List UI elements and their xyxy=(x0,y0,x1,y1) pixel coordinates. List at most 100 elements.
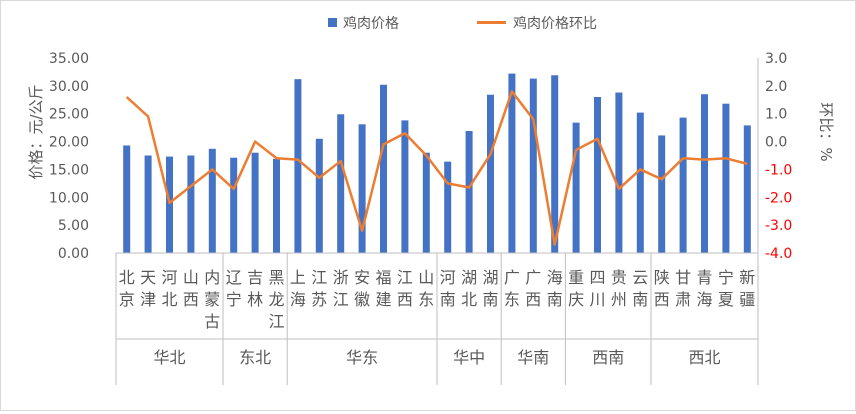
x-tick-label-7: 吉 xyxy=(247,268,263,287)
y-right-tick-label: -4.0 xyxy=(765,246,792,262)
x-tick-label-1: 北 xyxy=(119,268,135,287)
bar-26 xyxy=(658,135,665,253)
x-tick-label-17: 湖 xyxy=(461,268,477,287)
region-label-3: 华东 xyxy=(346,348,378,367)
y-right-tick-label: 1.0 xyxy=(765,107,787,123)
bar-6 xyxy=(230,158,237,253)
y-left-tick-label: 35.00 xyxy=(49,51,89,67)
x-tick-label-15: 山 xyxy=(418,268,434,287)
x-tick-label-7: 林 xyxy=(247,290,263,309)
y-left-tick-label: 15.00 xyxy=(49,162,89,178)
bar-18 xyxy=(487,95,494,253)
bar-22 xyxy=(573,123,580,253)
bar-24 xyxy=(615,93,622,253)
bar-13 xyxy=(380,85,387,253)
x-tick-label-23: 四 xyxy=(589,268,605,287)
x-tick-label-4: 西 xyxy=(183,290,199,309)
region-label-2: 东北 xyxy=(239,348,271,367)
x-tick-label-27: 甘 xyxy=(675,268,691,287)
x-tick-label-20: 广 xyxy=(525,268,541,287)
x-tick-label-8: 江 xyxy=(268,312,284,331)
x-tick-label-27: 肃 xyxy=(675,290,691,309)
bar-30 xyxy=(744,125,751,253)
x-tick-label-21: 南 xyxy=(547,290,563,309)
x-tick-label-1: 京 xyxy=(119,290,135,309)
x-tick-label-5: 内 xyxy=(204,268,220,287)
y-left-tick-label: 30.00 xyxy=(49,79,89,95)
x-tick-label-14: 江 xyxy=(397,268,413,287)
y-right-tick-label: 2.0 xyxy=(765,79,787,95)
x-tick-label-15: 东 xyxy=(418,290,434,309)
plot-area: 0.00 5.00 10.00 15.00 20.00 25.00 30.00 35.00 -4… xyxy=(49,51,792,385)
x-tick-label-9: 海 xyxy=(290,290,306,309)
bar-3 xyxy=(166,157,173,253)
region-label-7: 西北 xyxy=(688,348,720,367)
x-tick-label-30: 新 xyxy=(739,268,755,287)
y-left-tick-label: 5.00 xyxy=(58,218,89,234)
bar-10 xyxy=(316,139,323,253)
bar-29 xyxy=(722,104,729,253)
x-tick-label-13: 建 xyxy=(375,290,391,309)
region-label-5: 华南 xyxy=(517,348,549,367)
x-tick-label-24: 州 xyxy=(611,290,627,309)
x-tick-label-26: 西 xyxy=(654,290,670,309)
x-tick-label-25: 南 xyxy=(632,290,648,309)
x-tick-label-12: 安 xyxy=(354,268,370,287)
x-tick-label-16: 河 xyxy=(440,268,456,287)
x-tick-label-26: 陕 xyxy=(654,268,670,287)
x-tick-label-3: 北 xyxy=(161,290,177,309)
legend-bar-label: 鸡肉价格 xyxy=(343,15,399,32)
x-tick-label-23: 川 xyxy=(589,290,605,309)
x-tick-label-17: 北 xyxy=(461,290,477,309)
y-left-tick-label: 10.00 xyxy=(49,190,89,206)
x-tick-label-5: 古 xyxy=(204,312,220,331)
x-tick-label-6: 宁 xyxy=(226,290,242,309)
bar-17 xyxy=(466,131,473,253)
legend-line-label: 鸡肉价格环比 xyxy=(513,15,597,32)
x-tick-label-2: 天 xyxy=(140,268,156,287)
bar-4 xyxy=(187,156,194,254)
x-tick-label-21: 海 xyxy=(547,268,563,287)
bar-16 xyxy=(444,162,451,253)
x-tick-label-13: 福 xyxy=(375,268,391,287)
x-tick-label-14: 西 xyxy=(397,290,413,309)
x-tick-label-9: 上 xyxy=(290,268,306,287)
x-tick-label-19: 东 xyxy=(504,290,520,309)
x-tick-label-16: 南 xyxy=(440,290,456,309)
bar-5 xyxy=(209,149,216,253)
x-tick-label-6: 辽 xyxy=(226,268,242,287)
x-tick-label-11: 江 xyxy=(333,290,349,309)
x-tick-label-8: 黑 xyxy=(268,268,284,287)
bar-1 xyxy=(123,145,130,253)
x-tick-label-25: 云 xyxy=(632,268,648,287)
y-right-tick-label: -1.0 xyxy=(765,162,792,178)
y-left-tick-label: 0.00 xyxy=(58,246,89,262)
x-tick-label-30: 疆 xyxy=(739,290,755,309)
region-label-6: 西南 xyxy=(592,348,624,367)
x-tick-label-8: 龙 xyxy=(268,290,284,309)
mom-line xyxy=(127,91,748,244)
x-tick-label-2: 津 xyxy=(140,290,156,309)
x-tick-label-29: 宁 xyxy=(718,268,734,287)
x-tick-label-5: 蒙 xyxy=(204,290,220,309)
x-tick-label-18: 南 xyxy=(482,290,498,309)
legend: 鸡肉价格 鸡肉价格环比 xyxy=(328,15,597,32)
bar-12 xyxy=(359,124,366,253)
region-label-4: 华中 xyxy=(453,348,485,367)
y-left-tick-label: 25.00 xyxy=(49,107,89,123)
y-axis-left-title: 价格：元/公斤 xyxy=(27,84,45,179)
y-right-tick-label: 0.0 xyxy=(765,135,787,151)
bar-2 xyxy=(145,156,152,254)
x-tick-label-29: 夏 xyxy=(718,290,734,309)
bar-20 xyxy=(530,79,537,253)
x-tick-label-20: 西 xyxy=(525,290,541,309)
bar-11 xyxy=(337,114,344,253)
y-right-tick-label: 3.0 xyxy=(765,51,787,67)
bar-8 xyxy=(273,159,280,253)
y-axis-right-title: 环比：% xyxy=(817,102,835,161)
x-tick-label-28: 海 xyxy=(696,290,712,309)
x-tick-label-19: 广 xyxy=(504,268,520,287)
x-tick-label-22: 庆 xyxy=(568,290,584,309)
y-left-tick-label: 20.00 xyxy=(49,135,89,151)
x-tick-label-28: 青 xyxy=(696,268,712,287)
